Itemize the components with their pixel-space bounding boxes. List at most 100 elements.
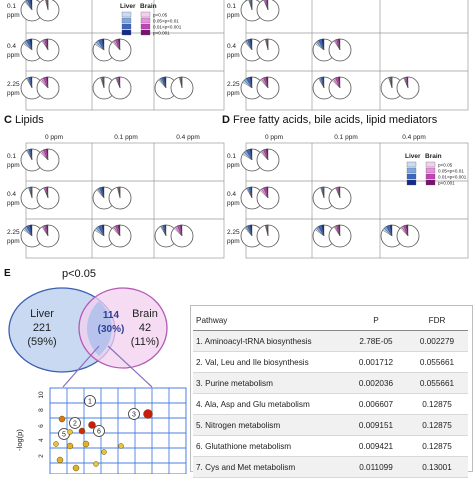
pie-wedge [46,38,49,51]
d-row-label-unit: ppm [227,162,240,169]
pie-wedge [249,0,253,11]
scatter-dot [56,456,64,464]
c-col-header: 0 ppm [45,134,63,141]
c-pie-liver [92,224,116,248]
pie-wedge [29,224,33,237]
pathway-fdr: 0.12875 [406,414,468,436]
pie-wedge [405,224,409,237]
tl-pie-liver [20,0,44,22]
pie-wedge [101,224,105,237]
pie-wedge [249,38,253,51]
scatter-dot [72,464,80,472]
pie-wedge [163,76,167,89]
tl-legend-brain-swatch [140,29,151,36]
scatter-marker-circle [93,425,105,437]
scatter-y-tick: 10 [38,391,45,399]
tl-pie-brain [36,0,60,22]
scatter-dot [143,409,153,419]
d-legend-level-text: 0.05<p<0.01 [438,169,464,174]
panel-c-title: Lipids [15,114,44,126]
scatter-marker-label: 1 [88,399,92,406]
tl-pie-brain [36,38,60,62]
pie-wedge [46,186,49,199]
scatter-dot [78,427,86,435]
d-legend-level-text: 0.01<p<0.001 [438,175,467,180]
d-pie-brain [256,186,280,210]
tr-pie-brain [256,76,280,100]
tl-legend-level-text: p<0.001 [153,31,170,36]
table-header-fdr: FDR [406,310,468,331]
pathway-fdr: 0.055661 [406,351,468,373]
c-pie-brain [36,186,60,210]
tl-legend-brain-swatch [140,11,151,18]
d-row-label-value: 0.4 [227,191,236,198]
tl-legend-liver-label: Liver [120,3,136,10]
pathway-name: 2. Val, Leu and Ile biosynthesis [193,351,346,373]
pie-wedge [101,186,105,199]
d-col-header: 0.1 ppm [334,134,358,141]
scatter-dot [118,443,124,449]
pie-wedge [248,0,253,11]
pathway-name: 1. Aminoacyl-tRNA biosynthesis [193,330,346,352]
pathway-p: 2.78E-05 [346,330,406,352]
tl-pie-liver [92,38,116,62]
panel-c: C Lipids 0 ppm 0.1 ppm 0.4 ppm 0.1 ppm 0.4 ppm… [4,114,225,259]
d-legend-liver-label: Liver [405,153,421,160]
d-row-label-unit: ppm [227,200,240,207]
pathway-p: 0.001712 [346,351,406,373]
panel-d-title: Free fatty acids, bile acids, lipid medi… [233,114,438,126]
tr-row-label-unit: ppm [227,52,240,59]
pie-wedge [265,148,269,161]
pie-wedge [30,0,33,11]
pie-wedge [164,224,167,237]
pathway-fdr: 0.055661 [406,372,468,394]
panel-e-letter: E [4,268,11,279]
venn-zoom-line-right [107,345,153,388]
tl-pie-brain [108,76,132,100]
d-legend-brain-swatch [425,179,436,186]
d-pie-liver [312,224,336,248]
scatter-y-tick: 2 [38,454,45,458]
venn-overlap-count: 114 [103,310,120,321]
tr-row-label-value: 0.4 [227,43,236,50]
scatter-dot [93,461,99,467]
pathway-p: 0.009421 [346,435,406,457]
tl-legend-brain-label: Brain [140,3,157,10]
tr-pie-liver [380,76,404,100]
d-pie-liver [380,224,404,248]
scatter-marker-label: 6 [97,429,101,436]
d-legend-level-text: p<0.001 [438,181,455,186]
scatter-y-tick: 6 [38,424,45,428]
tr-row-label-unit: ppm [227,90,240,97]
table-header-pathway: Pathway [193,310,346,331]
d-pie-liver [240,186,264,210]
scatter-y-tick: 8 [38,408,45,412]
c-pie-brain [108,186,132,210]
tl-legend-liver-swatch [121,23,132,30]
pie-wedge [180,224,183,237]
table-row: 3. Purine metabolism 0.002036 0.055661 [193,372,468,394]
c-col-header: 0.4 ppm [176,134,200,141]
tr-row-label-unit: ppm [227,12,240,19]
pie-wedge [46,0,49,11]
pathway-fdr: 0.12875 [406,435,468,457]
c-pie-liver [20,186,44,210]
table-row: 2. Val, Leu and Ile biosynthesis 0.001712… [193,351,468,373]
tl-row-label-value: 2.25 [7,81,20,88]
tr-pie-liver [240,76,264,100]
pie-wedge [265,76,269,89]
d-legend-level-text: p<0.05 [438,163,453,168]
pie-wedge [263,0,269,11]
c-row-label-value: 0.1 [7,153,16,160]
pie-wedge [321,224,325,237]
venn-overlap-region [86,301,112,356]
tl-pie-brain [170,76,194,100]
d-legend-brain-label: Brain [425,153,442,160]
tl-pie-brain [108,38,132,62]
c-row-label-unit: ppm [7,238,20,245]
pie-wedge [338,38,341,51]
pie-outline [256,0,280,22]
pie-wedge [389,224,393,237]
pie-wedge [250,0,253,11]
